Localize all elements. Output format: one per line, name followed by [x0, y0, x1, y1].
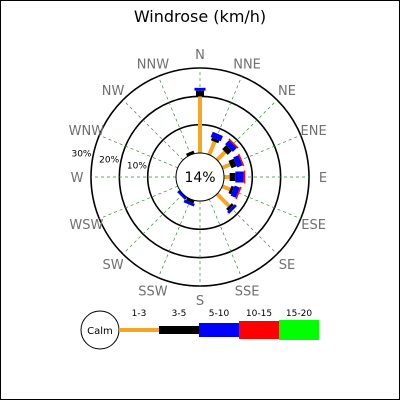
wind-bar: [222, 145, 232, 155]
wind-bar: [210, 137, 220, 144]
direction-label: ESE: [301, 218, 326, 233]
direction-label: NNW: [137, 57, 169, 72]
direction-label: NE: [278, 84, 296, 99]
direction-label: NW: [102, 84, 125, 99]
direction-label: SW: [102, 258, 123, 273]
wind-bar: [183, 199, 195, 207]
direction-label: E: [319, 171, 327, 186]
wind-bar: [235, 186, 242, 200]
calm-percent-label: 14%: [184, 170, 215, 186]
chart-title: Windrose (km/h): [134, 7, 266, 26]
wind-bar: [215, 150, 227, 162]
wind-bar: [230, 185, 240, 198]
wind-bar: [225, 140, 237, 152]
wind-bar: [221, 162, 231, 170]
legend-swatch: [279, 320, 319, 340]
direction-labels: N NNE NE ENE E ESE SE SSE S SSW SW WSW W WNW NW NNW: [69, 48, 327, 309]
direction-label: SE: [279, 258, 295, 273]
direction-label: NNE: [233, 57, 261, 72]
direction-label: WNW: [69, 124, 105, 139]
direction-label: N: [195, 48, 205, 63]
legend-calm-label: Calm: [87, 326, 113, 337]
direction-label: WSW: [69, 218, 103, 233]
speed-legend: Calm 1-3 3-5 5-10 10-15 15-20: [80, 309, 319, 350]
legend-label: 5-10: [209, 309, 230, 319]
wind-bar: [228, 185, 235, 195]
wind-bar: [228, 158, 237, 169]
calm-circle: [175, 152, 225, 202]
legend-label: 15-20: [286, 309, 312, 319]
ring-label: 30%: [71, 150, 91, 160]
wind-bar: [210, 131, 223, 142]
wind-bar: [215, 192, 231, 208]
wind-bar: [207, 140, 217, 156]
direction-label: SSE: [235, 285, 260, 300]
legend-label: 3-5: [172, 309, 187, 319]
legend-swatch: [159, 326, 199, 334]
wind-bar: [233, 155, 243, 168]
wind-bars: [177, 87, 246, 214]
ring-labels: 10% 20% 30%: [71, 150, 147, 172]
direction-label: W: [71, 171, 84, 186]
legend-swatch: [119, 328, 159, 332]
direction-label: SSW: [138, 285, 168, 300]
direction-label: S: [196, 294, 204, 309]
ring-label: 20%: [99, 156, 119, 166]
wind-bar: [228, 138, 239, 149]
ring-label: 10%: [127, 162, 147, 172]
legend-label: 10-15: [246, 309, 272, 319]
legend-label: 1-3: [132, 309, 147, 319]
wind-bar: [226, 203, 234, 211]
legend-swatch: [199, 323, 239, 337]
wind-bar: [238, 153, 245, 167]
wind-bar: [227, 204, 237, 214]
wind-bar: [221, 184, 231, 192]
legend-swatch: [239, 321, 279, 339]
direction-label: ENE: [301, 124, 327, 139]
